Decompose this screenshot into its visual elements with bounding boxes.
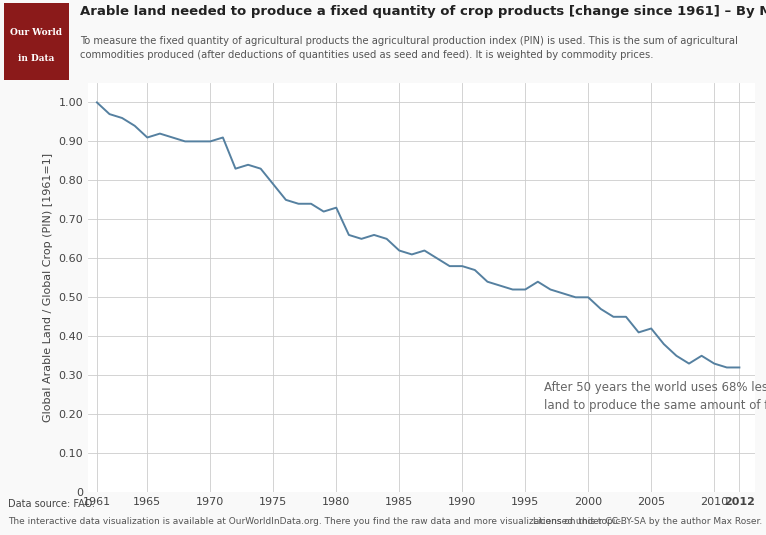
Text: Data source: FAO.: Data source: FAO. xyxy=(8,499,94,509)
Text: in Data: in Data xyxy=(18,54,54,63)
Text: Licensed under CC-BY-SA by the author Max Roser.: Licensed under CC-BY-SA by the author Ma… xyxy=(533,517,762,526)
Text: The interactive data visualization is available at OurWorldInData.org. There you: The interactive data visualization is av… xyxy=(8,517,623,526)
Text: After 50 years the world uses 68% less
land to produce the same amount of food: After 50 years the world uses 68% less l… xyxy=(544,381,766,412)
Text: To measure the fixed quantity of agricultural products the agricultural producti: To measure the fixed quantity of agricul… xyxy=(80,36,738,59)
Text: Arable land needed to produce a fixed quantity of crop products [change since 19: Arable land needed to produce a fixed qu… xyxy=(80,5,766,18)
Text: Our World: Our World xyxy=(11,28,62,37)
Y-axis label: Global Arable Land / Global Crop (PIN) [1961=1]: Global Arable Land / Global Crop (PIN) [… xyxy=(43,153,53,422)
